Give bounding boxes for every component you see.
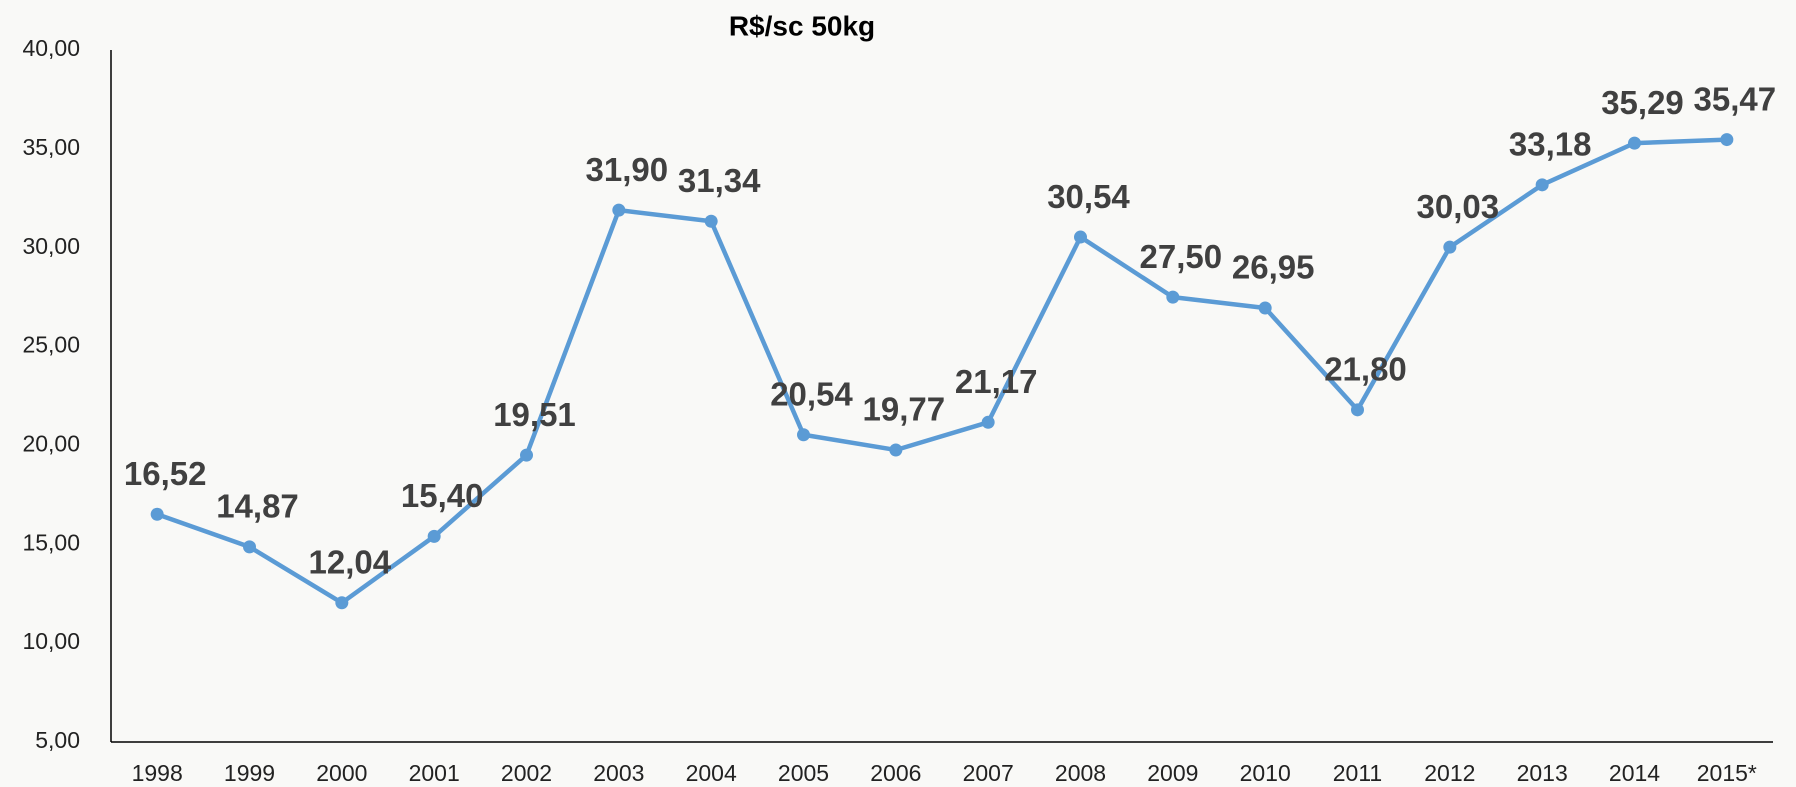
y-tick-label: 20,00 — [22, 431, 80, 457]
data-point — [889, 443, 903, 457]
data-point — [1443, 240, 1457, 254]
data-point — [797, 428, 810, 442]
data-label: 30,03 — [1417, 188, 1500, 225]
x-tick-label: 2000 — [316, 760, 367, 786]
x-tick-label: 2011 — [1333, 760, 1382, 786]
y-tick-label: 30,00 — [22, 233, 80, 259]
data-label: 31,34 — [678, 162, 761, 199]
y-tick-label: 35,00 — [22, 134, 80, 160]
data-point — [520, 448, 533, 462]
data-point — [1351, 403, 1364, 417]
y-tick-label: 10,00 — [22, 628, 80, 654]
data-point — [612, 203, 626, 217]
x-tick-label: 2002 — [501, 760, 552, 786]
data-point — [1720, 133, 1734, 147]
y-tick-label: 40,00 — [22, 35, 80, 61]
data-point — [981, 415, 995, 429]
data-label: 20,54 — [770, 375, 853, 412]
x-tick-label: 2008 — [1055, 760, 1106, 786]
data-point — [1166, 290, 1180, 304]
x-tick-label: 2003 — [593, 760, 644, 786]
x-tick-label: 2015* — [1697, 760, 1757, 786]
x-tick-label: 2009 — [1147, 760, 1198, 786]
data-label: 21,80 — [1324, 351, 1407, 388]
x-tick-label: 2013 — [1517, 760, 1568, 786]
data-point — [1535, 178, 1549, 192]
data-label: 35,47 — [1694, 80, 1777, 117]
data-point — [427, 529, 441, 543]
x-tick-label: 1999 — [224, 760, 275, 786]
data-label: 19,77 — [863, 391, 946, 428]
y-tick-label: 5,00 — [35, 727, 80, 753]
data-point — [1628, 136, 1641, 150]
data-point — [243, 540, 256, 554]
data-label: 27,50 — [1140, 238, 1223, 275]
data-label: 16,52 — [124, 455, 207, 492]
y-tick-label: 15,00 — [22, 529, 80, 555]
x-tick-label: 2004 — [686, 760, 737, 786]
data-point — [335, 596, 349, 610]
x-tick-label: 2014 — [1609, 760, 1660, 786]
data-label: 35,29 — [1601, 84, 1684, 121]
data-label: 21,17 — [955, 363, 1038, 400]
data-label: 12,04 — [309, 544, 392, 581]
data-label: 19,51 — [493, 396, 576, 433]
data-label: 26,95 — [1232, 249, 1315, 286]
data-label: 33,18 — [1509, 126, 1592, 163]
data-point — [1074, 230, 1087, 244]
data-point — [150, 507, 164, 521]
data-label: 14,87 — [216, 488, 299, 525]
data-label: 15,40 — [401, 477, 484, 514]
x-tick-label: 2005 — [778, 760, 829, 786]
x-tick-label: 2010 — [1240, 760, 1291, 786]
x-tick-label: 2006 — [870, 760, 921, 786]
x-tick-label: 1998 — [132, 760, 183, 786]
y-tick-label: 25,00 — [22, 332, 80, 358]
data-line — [156, 137, 1727, 606]
x-tick-label: 2007 — [963, 760, 1014, 786]
x-tick-label: 2001 — [409, 760, 460, 786]
x-tick-label: 2012 — [1424, 760, 1475, 786]
data-point — [1258, 301, 1272, 315]
data-label: 31,90 — [586, 151, 669, 188]
data-label: 30,54 — [1047, 178, 1130, 215]
data-point — [704, 214, 718, 228]
chart-title: R$/sc 50kg — [729, 10, 875, 41]
